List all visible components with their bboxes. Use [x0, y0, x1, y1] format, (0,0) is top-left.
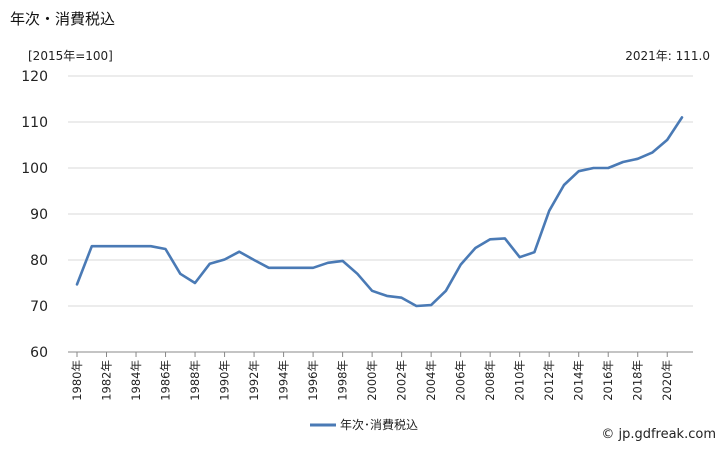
- y-axis-ticks: 60 70 80 90 100 110 120: [21, 69, 48, 361]
- x-tick-label: 1990年: [218, 360, 232, 401]
- x-tick-label: 2002年: [395, 360, 409, 401]
- x-tick-label: 2018年: [631, 360, 645, 401]
- legend: 年次･消費税込: [310, 417, 418, 432]
- x-tick-label: 2020年: [660, 360, 674, 401]
- x-tick-label: 2008年: [483, 360, 497, 401]
- y-tick-label: 60: [30, 345, 48, 361]
- y-unit-label: [2015年=100]: [28, 49, 113, 63]
- x-tick-label: 1998年: [336, 360, 350, 401]
- series-line: [75, 116, 684, 308]
- x-tick-label: 2016年: [601, 360, 615, 401]
- latest-value: 2021年: 111.0: [625, 49, 710, 63]
- y-tick-label: 70: [30, 299, 48, 315]
- y-tick-label: 120: [21, 69, 48, 85]
- x-tick-label: 1996年: [306, 360, 320, 401]
- legend-label: 年次･消費税込: [340, 417, 418, 432]
- y-tick-label: 90: [30, 207, 48, 223]
- x-tick-label: 1980年: [70, 360, 84, 401]
- x-tick-label: 2014年: [572, 360, 586, 401]
- x-tick-label: 2004年: [424, 360, 438, 401]
- x-tick-label: 1988年: [188, 360, 202, 401]
- y-tick-label: 100: [21, 161, 48, 177]
- x-tick-label: 2010年: [513, 360, 527, 401]
- x-tick-label: 1992年: [247, 360, 261, 401]
- source-credit: © jp.gdfreak.com: [601, 427, 716, 442]
- y-tick-label: 110: [21, 115, 48, 131]
- x-tick-label: 2000年: [365, 360, 379, 401]
- series-group: [75, 116, 684, 308]
- gridlines: [68, 75, 693, 307]
- x-tick-label: 1986年: [159, 360, 173, 401]
- x-tick-label: 1982年: [100, 360, 114, 401]
- x-tick-label: 2006年: [454, 360, 468, 401]
- x-tick-label: 1994年: [277, 360, 291, 401]
- x-axis-ticks: 1980年 1982年 1984年 1986年 1988年 1990年 1992年 1994年…: [70, 352, 674, 401]
- x-tick-label: 2012年: [542, 360, 556, 401]
- y-tick-label: 80: [30, 253, 48, 269]
- chart-title: 年次・消費税込: [10, 10, 116, 28]
- x-tick-label: 1984年: [129, 360, 143, 401]
